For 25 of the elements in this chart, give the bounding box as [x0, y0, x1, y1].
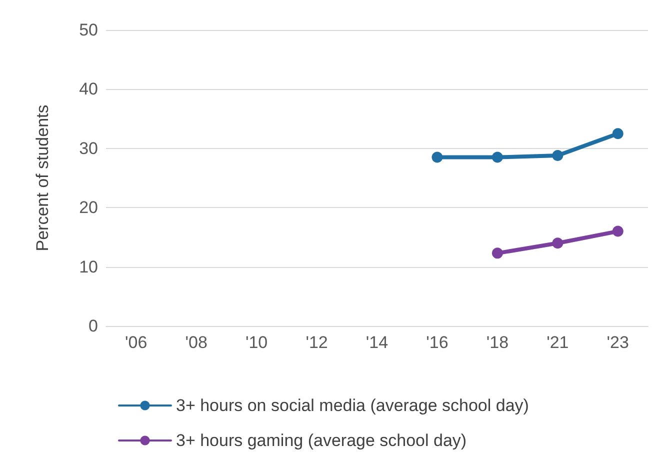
legend-label: 3+ hours on social media (average school day): [176, 396, 529, 415]
legend-label: 3+ hours gaming (average school day): [176, 431, 467, 450]
y-tick-label: 50: [79, 20, 98, 40]
x-tick-label: '10: [245, 333, 268, 352]
x-tick-label: '06: [125, 333, 148, 352]
y-tick-label: 0: [88, 316, 98, 336]
x-tick-label: '23: [606, 333, 629, 352]
y-tick-label: 20: [79, 198, 98, 218]
point: [492, 152, 503, 163]
x-tick-label: '18: [486, 333, 509, 352]
x-tick-label: '14: [366, 333, 388, 352]
point: [432, 152, 443, 163]
point: [492, 248, 503, 259]
x-tick-label: '12: [306, 333, 328, 352]
point: [612, 226, 624, 237]
x-tick-label: '21: [546, 333, 569, 352]
y-tick-label: 40: [79, 80, 98, 99]
point: [552, 150, 564, 161]
point: [552, 238, 564, 249]
x-tick-label: '08: [185, 333, 208, 352]
point: [612, 128, 624, 140]
x-tick-label: '16: [426, 333, 448, 352]
y-tick-label: 10: [79, 257, 98, 276]
y-tick-label: 30: [79, 138, 98, 158]
y-axis-title: Percent of students: [33, 104, 52, 252]
